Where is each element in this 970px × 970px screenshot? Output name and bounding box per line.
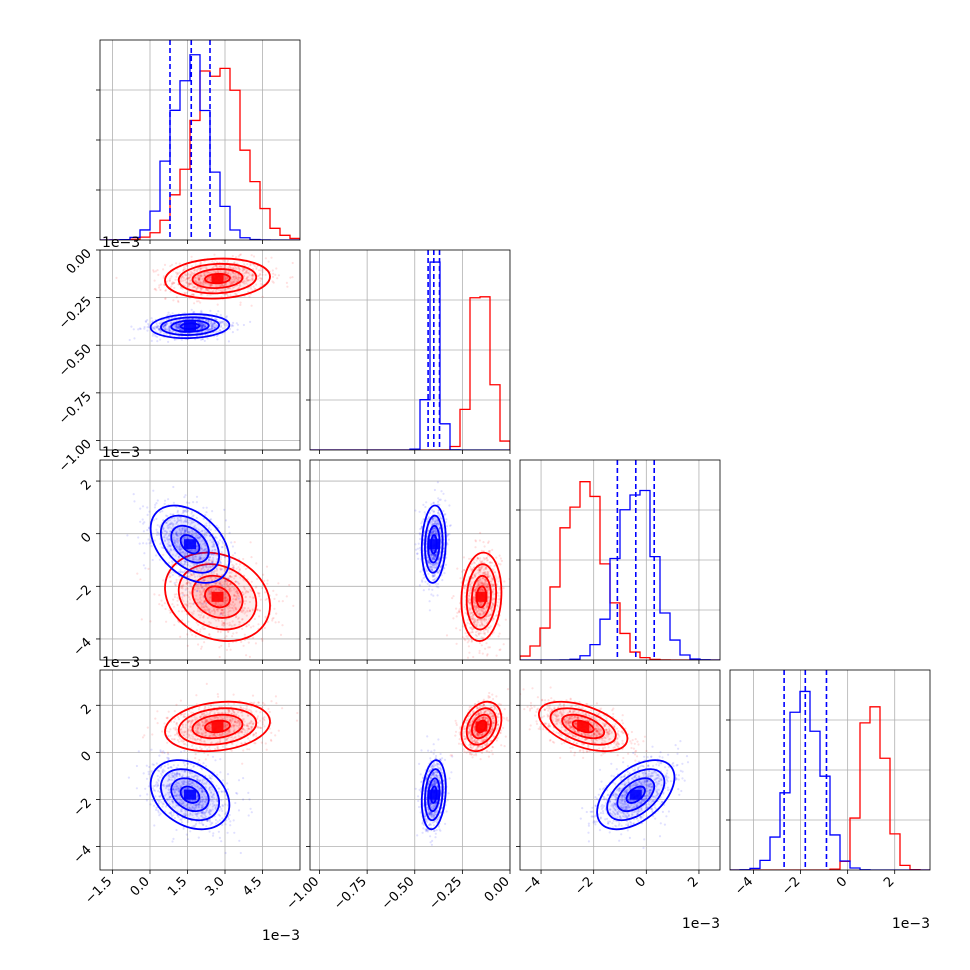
x-tick-label: 3.0	[203, 874, 228, 899]
contour-level-0	[164, 257, 271, 300]
y-tick-label: −4	[71, 635, 95, 659]
y-tick-label: −0.50	[56, 341, 95, 380]
contour-level-0	[164, 700, 271, 753]
panel-3-3: −4 −2 0 2	[726, 669, 931, 898]
contour-level-0	[420, 759, 447, 831]
y-tick-label: −0.25	[56, 294, 95, 333]
grid	[310, 460, 510, 660]
x-tick-label: 1.5	[165, 874, 190, 899]
x-tick-label: 2	[881, 874, 897, 890]
contour-level-0	[420, 504, 447, 584]
y-tick-label: 2	[78, 702, 94, 718]
density-peak	[184, 539, 196, 550]
x-tick-label: −4	[732, 874, 756, 898]
panel-3-0: −1.5 0.0 1.5 3.0 4.5 −4 −2 0 2	[71, 669, 301, 907]
panel-0-0	[96, 39, 301, 244]
y-tick-label: −0.75	[56, 389, 95, 428]
contour-level-0	[538, 700, 629, 753]
density-peak	[475, 721, 488, 732]
grid	[100, 670, 300, 870]
density-peak	[211, 721, 224, 732]
contour-level-0	[149, 504, 231, 584]
panel-frame	[309, 669, 511, 871]
grid	[520, 460, 720, 660]
x-tick-label: −1.5	[82, 874, 115, 907]
histogram-series-0	[730, 706, 930, 870]
x-tick-label: 0.0	[128, 874, 153, 899]
y-tick-label: −2	[71, 583, 95, 607]
y-tick-label: 0	[78, 530, 94, 546]
x-tick-label: −4	[520, 874, 544, 898]
y-tick-label: −1.00	[56, 437, 95, 476]
density-peak	[629, 789, 642, 800]
density-peak	[427, 789, 440, 800]
density-peak	[184, 789, 196, 800]
x-tick-label: 0.00	[482, 874, 513, 905]
histogram-series-0	[310, 296, 510, 450]
grid	[100, 40, 300, 240]
panel-frame	[99, 669, 301, 871]
x-offset-label: 1e−3	[262, 928, 300, 944]
grid	[310, 250, 510, 450]
x-tick-label: 4.5	[240, 874, 265, 899]
panel-1-1	[306, 249, 511, 454]
panel-2-2	[516, 459, 721, 664]
density-peak	[211, 273, 224, 284]
contour-level-0	[460, 700, 503, 753]
histogram-series-0	[520, 481, 720, 660]
panel-frame	[99, 459, 301, 661]
panel-1-0: −1.00 −0.75 −0.50 −0.25 0.00	[56, 246, 301, 476]
density-peak	[427, 539, 440, 550]
panel-3-2: −4 −2 0 2	[516, 669, 721, 898]
y-tick-label: 2	[78, 477, 94, 493]
y-tick-label: −4	[71, 843, 95, 867]
contour-level-0	[164, 551, 271, 642]
y-tick-label: 0	[78, 749, 94, 765]
contour-level-0	[149, 759, 231, 831]
x-tick-label: −1.00	[284, 874, 323, 913]
x-tick-label: −0.50	[379, 874, 418, 913]
x-tick-label: −2	[779, 874, 803, 898]
panel-2-0: −4 −2 0 2	[71, 459, 301, 664]
y-offset-label: 1e−3	[102, 445, 140, 461]
density-peak	[184, 321, 196, 332]
density-peak	[211, 591, 224, 602]
panel-frame	[99, 249, 301, 451]
y-tick-label: −2	[71, 796, 95, 820]
density-peak	[577, 721, 590, 732]
x-tick-label: 0	[834, 874, 850, 890]
density-peak	[475, 591, 488, 602]
panel-frame	[309, 459, 511, 661]
y-tick-label: 0.00	[64, 246, 95, 277]
x-tick-label: 0	[633, 874, 649, 890]
panel-2-1	[306, 459, 511, 664]
contour-level-0	[149, 313, 231, 340]
x-offset-label: 1e−3	[682, 916, 720, 932]
x-tick-label: −0.75	[331, 874, 370, 913]
x-tick-label: −2	[572, 874, 596, 898]
histogram-series-1	[520, 489, 720, 660]
histogram-series-1	[310, 261, 510, 450]
y-offset-label: 1e−3	[102, 235, 140, 251]
x-tick-label: −0.25	[426, 874, 465, 913]
y-offset-label: 1e−3	[102, 655, 140, 671]
scatter-series-1	[126, 485, 241, 616]
contour-level-0	[596, 759, 676, 831]
panel-3-1: −1.00 −0.75 −0.50 −0.25 0.00	[284, 669, 513, 913]
panel-frame	[519, 669, 721, 871]
contour-level-0	[460, 551, 503, 642]
x-offset-label: 1e−3	[892, 916, 930, 932]
x-tick-label: 2	[685, 874, 701, 890]
grid	[100, 250, 300, 450]
grid	[310, 670, 510, 870]
